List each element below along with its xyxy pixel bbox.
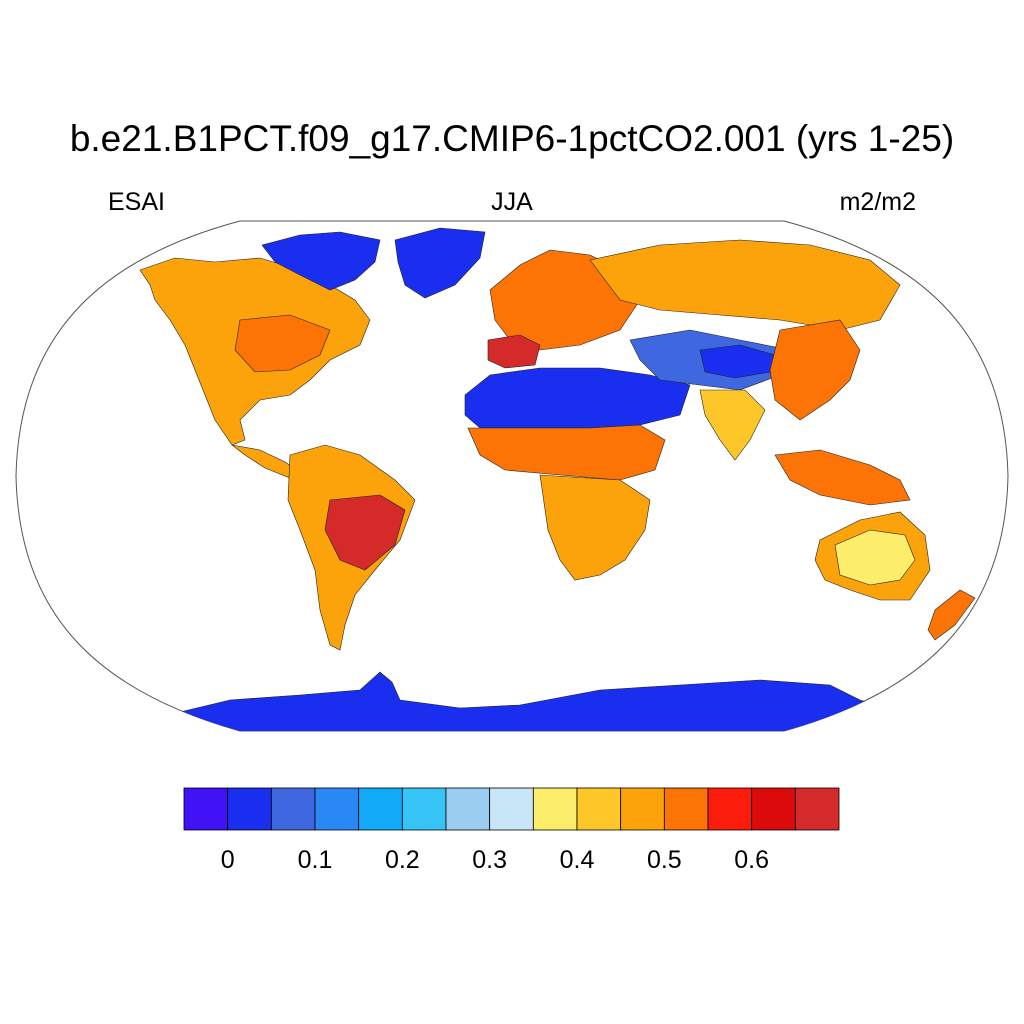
colorbar-tick-label: 0.3: [472, 846, 507, 874]
region-indonesia: [774, 449, 911, 506]
colorbar-box: [401, 787, 447, 831]
region-canadian-arctic: [261, 231, 381, 291]
colorbar-box: [707, 787, 753, 831]
colorbar-tick-label: 0: [221, 846, 235, 874]
region-southern-africa: [539, 474, 651, 581]
region-new-zealand: [927, 589, 976, 641]
region-siberia: [589, 239, 901, 331]
colorbar-box: [751, 787, 796, 831]
region-southeast-asia: [769, 319, 861, 421]
region-india: [699, 389, 766, 461]
colorbar-box: [445, 787, 491, 831]
variable-label: ESAI: [108, 188, 165, 216]
region-iberia: [487, 334, 541, 369]
colorbar-box: [663, 787, 709, 831]
colorbar-tick-label: 0.5: [647, 846, 682, 874]
colorbar-tick-label: 0.6: [734, 846, 769, 874]
region-sahel: [467, 424, 666, 481]
units-label: m2/m2: [839, 188, 916, 216]
region-brazil-highlands: [324, 494, 406, 571]
colorbar-box: [358, 787, 403, 831]
colorbar-box: [183, 787, 229, 831]
region-australia-interior: [834, 529, 916, 586]
colorbar-box: [794, 787, 840, 831]
colorbar-tick-label: 0.2: [385, 846, 420, 874]
colorbar-box: [489, 787, 534, 831]
region-eastern-us: [234, 314, 331, 373]
region-tibet: [699, 344, 776, 379]
plot-title: b.e21.B1PCT.f09_g17.CMIP6-1pctCO2.001 (y…: [69, 118, 955, 159]
colorbar-box: [270, 787, 316, 831]
colorbar-box: [576, 787, 622, 831]
colorbar-box: [532, 787, 578, 831]
region-greenland: [394, 227, 486, 299]
colorbar-box: [620, 787, 665, 831]
colorbar-tick-label: 0.4: [560, 846, 595, 874]
colorbar-box: [314, 787, 360, 831]
colorbar-tick-label: 0.1: [298, 846, 333, 874]
season-label: JJA: [491, 188, 533, 216]
colorbar-box: [227, 787, 272, 831]
